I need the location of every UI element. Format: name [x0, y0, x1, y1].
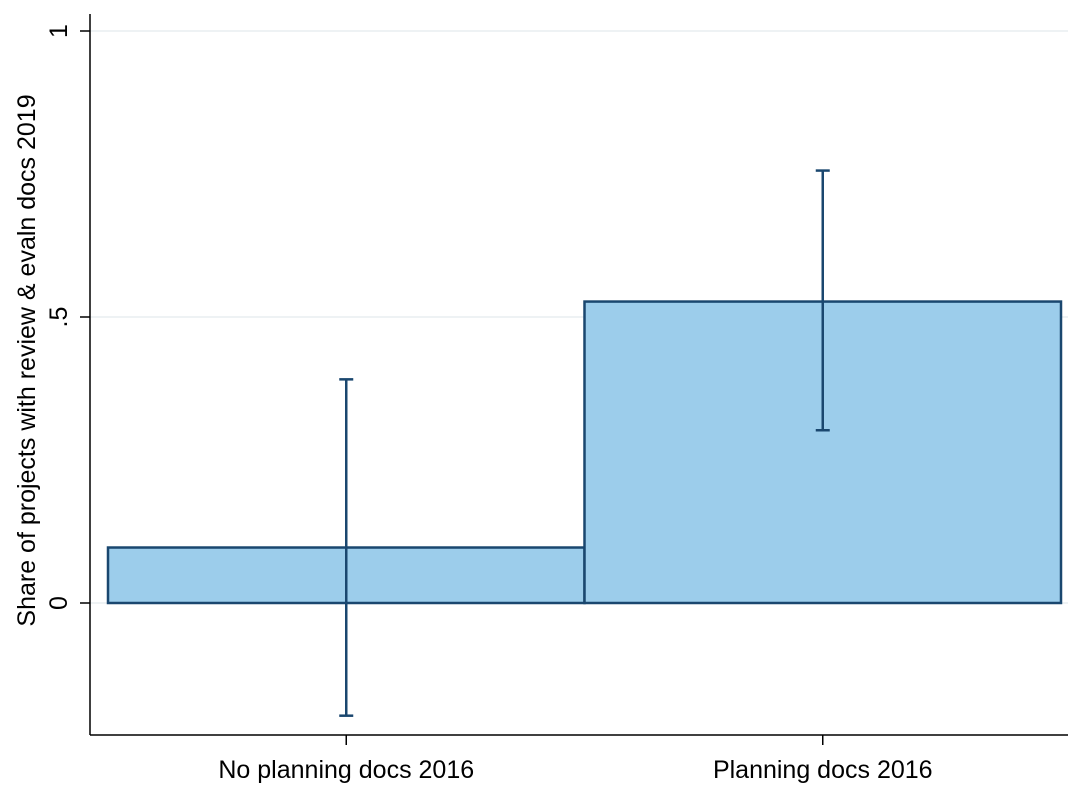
x-tick-label: No planning docs 2016	[218, 756, 474, 784]
x-tick-label: Planning docs 2016	[713, 756, 933, 784]
ticks: 0 .5 1 No planning docs 2016 Planning docs 2…	[45, 24, 933, 784]
y-axis-title: Share of projects with review & evaln do…	[13, 94, 41, 626]
y-tick-label: .5	[45, 307, 73, 328]
error-bars	[339, 169, 830, 717]
y-tick-label: 0	[45, 596, 73, 610]
axes	[89, 14, 1068, 736]
y-tick-label: 1	[45, 24, 73, 38]
bars	[106, 300, 1063, 605]
